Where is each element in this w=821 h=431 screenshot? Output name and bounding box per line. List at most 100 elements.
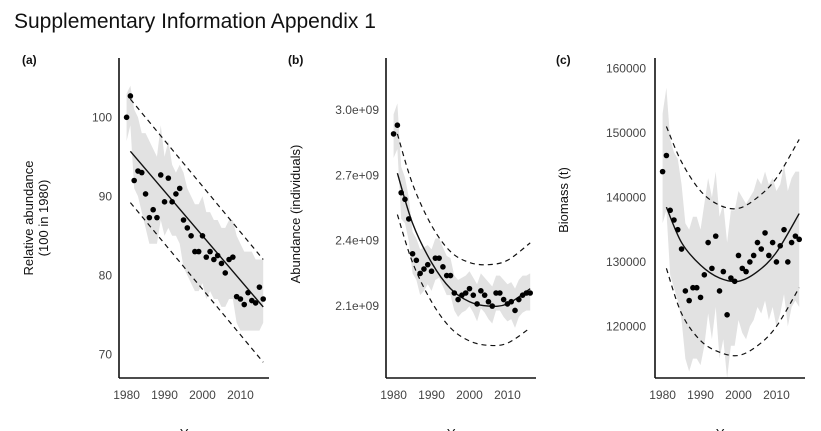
data-point: [743, 268, 749, 275]
data-point: [792, 233, 799, 239]
data-point: [682, 288, 689, 294]
data-point: [667, 207, 673, 214]
data-point: [195, 248, 202, 255]
data-point: [663, 152, 670, 159]
data-point: [260, 296, 267, 302]
data-point: [659, 168, 666, 175]
data-point: [462, 290, 469, 296]
panel-label: (b): [288, 53, 303, 67]
data-point: [390, 131, 397, 137]
data-point: [199, 233, 206, 239]
data-point: [788, 239, 795, 246]
data-point: [424, 261, 431, 268]
data-point: [781, 226, 787, 233]
y-tick-label: 70: [99, 347, 113, 361]
panel-label: (a): [22, 53, 37, 67]
data-point: [766, 252, 772, 259]
data-point: [169, 199, 175, 205]
confidence-band: [662, 87, 800, 378]
data-point: [527, 290, 534, 296]
data-point: [678, 246, 685, 252]
data-point: [728, 275, 734, 281]
data-point: [173, 191, 179, 197]
y-tick-label: 2.1e+09: [335, 299, 379, 313]
data-point: [161, 199, 168, 205]
data-point: [474, 301, 480, 307]
panel-b: 1980 1990 2000 2010 2.1e+09 2.4e+09 2.7e+09 3.0…: [288, 53, 536, 431]
data-point: [157, 172, 164, 178]
data-point: [207, 248, 213, 255]
data-point: [222, 270, 229, 276]
y-tick-label: 140000: [606, 190, 646, 204]
data-point: [785, 259, 791, 265]
x-tick-label: 2000: [456, 388, 483, 402]
y-axis-label: Relative abundance: [21, 161, 36, 276]
x-axis-label: Year: [180, 426, 207, 431]
data-point: [428, 268, 435, 275]
data-point: [245, 289, 251, 296]
x-tick-label: 1990: [418, 388, 445, 402]
data-point: [436, 255, 442, 261]
trend-line: [129, 150, 264, 308]
data-point: [686, 297, 692, 304]
data-point: [739, 265, 746, 272]
data-point: [758, 246, 765, 252]
data-point: [409, 250, 416, 257]
data-point: [500, 296, 507, 303]
upper-bound-line: [396, 133, 531, 266]
data-point: [252, 300, 259, 306]
data-point: [697, 294, 704, 301]
data-point: [773, 259, 780, 265]
x-axis-label: Year: [716, 426, 743, 431]
data-point: [417, 270, 423, 277]
data-point: [138, 169, 145, 176]
data-point: [241, 301, 248, 308]
data-point: [440, 264, 446, 270]
data-point: [237, 296, 244, 302]
data-point: [762, 230, 768, 236]
panel-a: 1980 1990 2000 2010 70 80 90 100 (a) Year Relative…: [21, 53, 269, 431]
data-point: [127, 93, 134, 99]
x-tick-label: 1980: [380, 388, 407, 402]
data-point: [724, 312, 730, 318]
data-point: [470, 292, 477, 298]
y-tick-label: 100: [92, 110, 112, 124]
data-point: [211, 256, 217, 263]
data-point: [671, 217, 677, 223]
data-point: [413, 257, 420, 264]
x-tick-label: 2000: [725, 388, 752, 402]
data-point: [709, 265, 715, 272]
data-point: [256, 284, 263, 290]
y-tick-label: 90: [99, 189, 113, 203]
y-tick-label: 150000: [606, 126, 646, 140]
confidence-band: [393, 103, 531, 328]
data-point: [701, 272, 708, 278]
data-point: [184, 225, 191, 231]
data-point: [750, 252, 757, 259]
data-point: [747, 259, 753, 265]
y-tick-label: 120000: [606, 319, 646, 333]
y-tick-label: 80: [99, 268, 113, 282]
data-point: [720, 268, 727, 275]
x-tick-label: 1990: [687, 388, 714, 402]
page-title: Supplementary Information Appendix 1: [14, 10, 376, 33]
data-point: [405, 216, 412, 222]
data-point: [230, 254, 236, 260]
data-point: [478, 288, 484, 294]
data-point: [203, 254, 210, 260]
data-point: [402, 196, 408, 203]
data-point: [455, 296, 461, 303]
data-point: [180, 217, 187, 223]
data-point: [466, 285, 473, 292]
data-point: [421, 266, 427, 272]
panel-label: (c): [556, 53, 571, 67]
y-tick-label: 3.0e+09: [335, 103, 379, 117]
data-point: [165, 175, 172, 181]
x-axis-label: Year: [447, 426, 474, 431]
data-point: [796, 236, 803, 243]
data-point: [398, 189, 404, 196]
lower-bound-line: [129, 202, 264, 363]
data-point: [489, 303, 496, 309]
x-tick-label: 2010: [227, 388, 254, 402]
